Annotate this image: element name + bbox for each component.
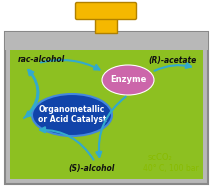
Ellipse shape <box>102 65 154 95</box>
Text: rac-alcohol: rac-alcohol <box>18 56 65 64</box>
FancyBboxPatch shape <box>75 2 137 19</box>
Text: Organometallic: Organometallic <box>39 105 105 115</box>
Bar <box>10 50 203 179</box>
Text: (S)-alcohol: (S)-alcohol <box>68 163 114 173</box>
Bar <box>5 32 208 184</box>
Text: Enzyme: Enzyme <box>110 75 146 84</box>
Ellipse shape <box>32 94 112 136</box>
Bar <box>95 15 117 33</box>
Text: or Acid Catalyst: or Acid Catalyst <box>38 115 106 125</box>
Bar <box>5 32 208 50</box>
Text: scCO₂: scCO₂ <box>148 153 173 163</box>
Text: 40° C, 100 bar: 40° C, 100 bar <box>143 163 199 173</box>
Text: (R)-acetate: (R)-acetate <box>148 56 196 64</box>
